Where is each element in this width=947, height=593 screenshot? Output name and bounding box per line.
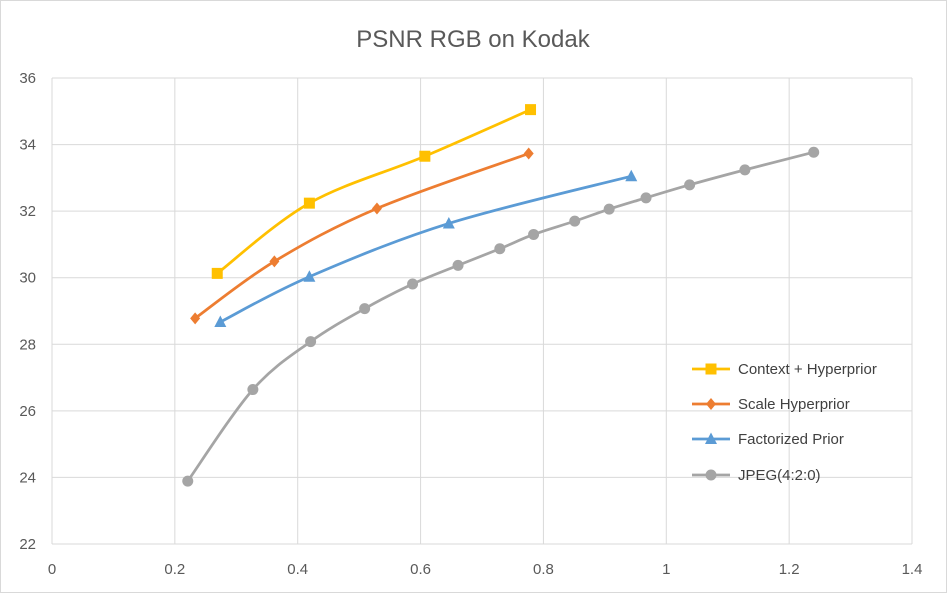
series-line: [186, 150, 816, 483]
data-point: [182, 475, 194, 487]
data-point: [269, 255, 280, 268]
data-point: [214, 315, 227, 327]
data-point: [371, 202, 382, 215]
data-point: [625, 169, 638, 182]
y-tick-label: 30: [19, 270, 36, 287]
data-point: [684, 179, 696, 191]
x-tick-label: 0.2: [164, 561, 185, 578]
legend-label: Context + Hyperprior: [738, 361, 877, 378]
x-tick-label: 1: [662, 561, 670, 578]
chart-title: PSNR RGB on Kodak: [356, 26, 590, 53]
y-tick-label: 28: [19, 336, 36, 353]
legend-marker: [706, 398, 716, 410]
legend-marker: [705, 432, 717, 444]
x-tick-label: 0: [48, 561, 56, 578]
data-point: [569, 215, 581, 227]
data-point: [211, 267, 223, 279]
legend-label: JPEG(4:2:0): [738, 467, 821, 484]
legend-item: Scale Hyperprior: [692, 396, 850, 413]
data-point: [452, 259, 464, 271]
data-point: [359, 303, 371, 315]
data-point: [739, 164, 751, 176]
legend: Context + Hyperprior Scale Hyperprior Fact…: [692, 361, 877, 484]
series-0: [211, 104, 537, 279]
y-tick-label: 22: [19, 536, 36, 553]
series-line: [193, 152, 531, 320]
y-tick-label: 24: [19, 469, 36, 486]
y-tick-label: 32: [19, 203, 36, 220]
legend-marker: [705, 469, 717, 481]
x-tick-label: 1.2: [779, 561, 800, 578]
data-point: [247, 384, 259, 396]
data-point: [525, 104, 537, 116]
data-point: [305, 336, 317, 348]
series-line: [218, 174, 633, 324]
data-point: [419, 150, 431, 162]
grid: [51, 77, 913, 545]
legend-item: Factorized Prior: [692, 431, 844, 448]
x-tick-label: 0.8: [533, 561, 554, 578]
data-point: [808, 146, 820, 158]
data-point: [523, 147, 534, 160]
legend-label: Scale Hyperprior: [738, 396, 850, 413]
series-3: [182, 146, 820, 487]
data-point: [494, 243, 506, 255]
series-line: [215, 108, 532, 275]
data-point: [528, 228, 540, 240]
legend-item: Context + Hyperprior: [692, 361, 877, 378]
data-point: [190, 312, 201, 325]
data-point: [640, 192, 652, 204]
series-2: [214, 169, 638, 327]
legend-marker: [705, 363, 717, 375]
series-layer: [182, 104, 820, 487]
data-point: [407, 278, 419, 290]
data-point: [442, 216, 455, 229]
y-tick-label: 34: [19, 137, 36, 154]
legend-label: Factorized Prior: [738, 431, 844, 448]
x-tick-label: 0.6: [410, 561, 431, 578]
series-1: [190, 147, 534, 325]
y-tick-label: 36: [19, 70, 36, 87]
x-tick-label: 0.4: [287, 561, 308, 578]
data-point: [303, 270, 316, 282]
data-point: [303, 197, 315, 209]
legend-item: JPEG(4:2:0): [692, 467, 821, 484]
y-tick-label: 26: [19, 403, 36, 420]
x-tick-label: 1.4: [902, 561, 923, 578]
tick-labels: 0 0.2 0.4 0.6 0.8 1 1.2 1.4 22 24 26 28 30 32 34 36: [19, 70, 922, 578]
data-point: [603, 203, 615, 215]
